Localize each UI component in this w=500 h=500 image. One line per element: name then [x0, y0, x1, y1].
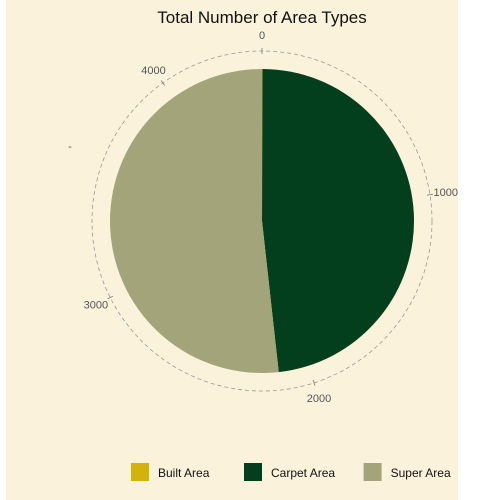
tick-label: 0: [259, 30, 265, 42]
tick-mark: [312, 379, 316, 386]
tick-label: 2000: [307, 393, 331, 405]
tick-label: 4000: [141, 65, 165, 77]
legend-label-built-area: Built Area: [158, 466, 210, 480]
tick-label: 3000: [84, 300, 108, 312]
tick-mark: [160, 80, 165, 86]
legend-swatch-super-area: [363, 463, 382, 481]
slice-super-area[interactable]: [110, 69, 279, 374]
axis-ticks: 0 1000 2000 3000 4000: [84, 30, 458, 405]
legend-label-super-area: Super Area: [391, 466, 451, 480]
legend: Built Area Carpet Area Super Area: [131, 463, 451, 481]
legend-swatch-carpet-area: [244, 463, 262, 481]
slice-carpet-area[interactable]: [262, 69, 415, 373]
tick-label: 1000: [434, 187, 458, 199]
pie-slices: [110, 69, 415, 374]
chart-title: Total Number of Area Types: [157, 8, 366, 27]
legend-label-carpet-area: Carpet Area: [271, 466, 335, 480]
legend-swatch-built-area: [131, 463, 149, 481]
y-axis-label: -: [68, 141, 72, 153]
tick-mark: [107, 295, 114, 300]
tick-mark: [426, 193, 433, 196]
